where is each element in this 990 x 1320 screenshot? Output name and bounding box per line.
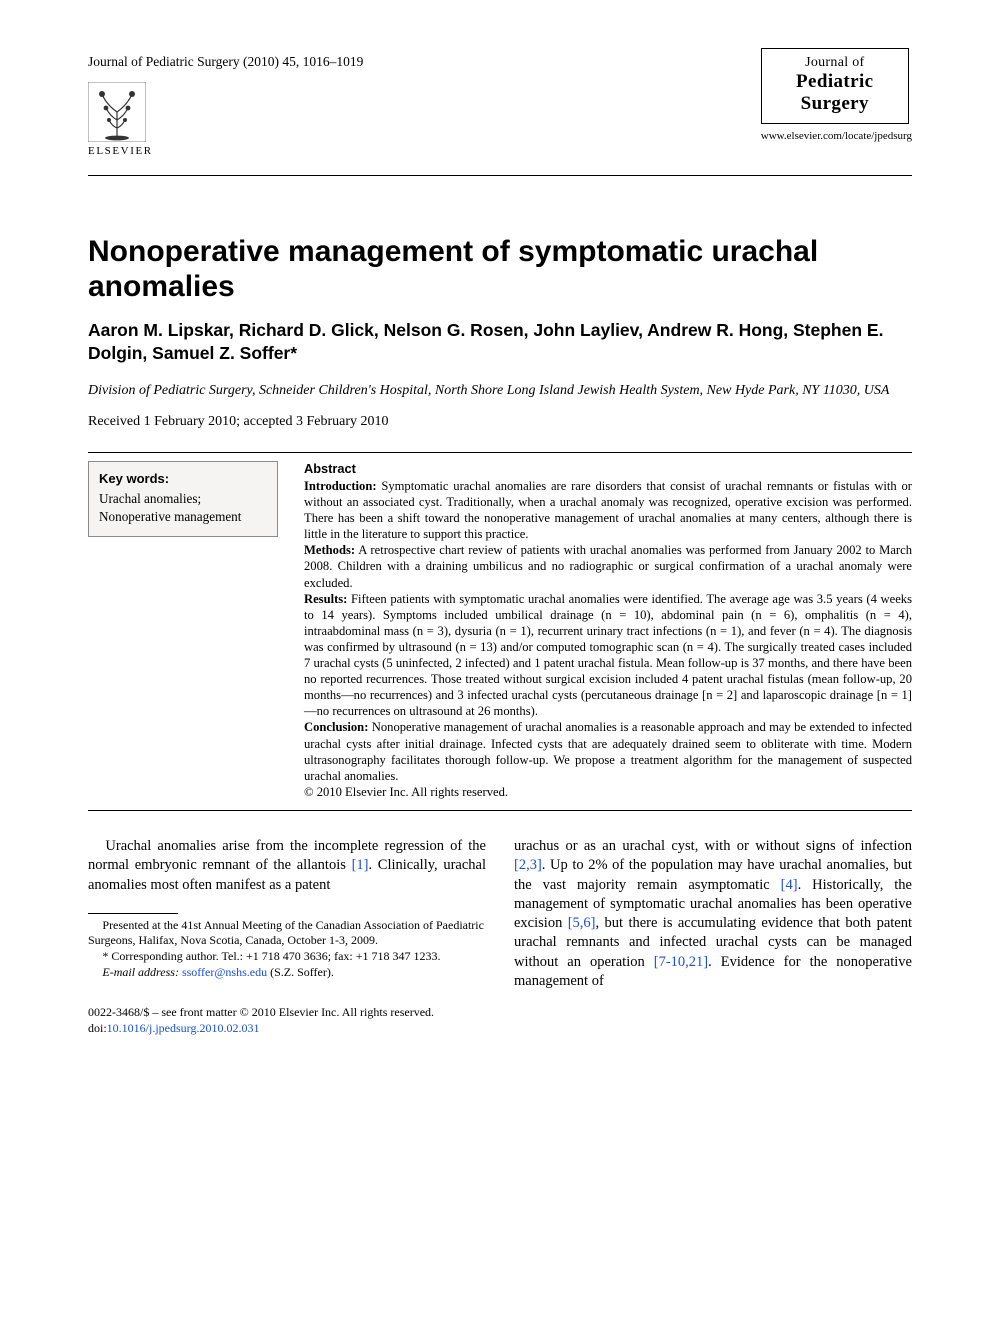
abstract-copyright: © 2010 Elsevier Inc. All rights reserved… [304, 784, 912, 800]
citation-link-1[interactable]: [1] [352, 857, 369, 873]
abstract-intro-text: Symptomatic urachal anomalies are rare d… [304, 479, 912, 541]
body-columns: Urachal anomalies arise from the incompl… [88, 837, 912, 1037]
citation-link-2-3[interactable]: [2,3] [514, 857, 542, 873]
abstract-top-rule [88, 452, 912, 453]
doi-label: doi: [88, 1021, 107, 1035]
front-matter-block: 0022-3468/$ – see front matter © 2010 El… [88, 1004, 486, 1036]
footnote-presented: Presented at the 41st Annual Meeting of … [88, 918, 486, 949]
article-authors: Aaron M. Lipskar, Richard D. Glick, Nels… [88, 319, 912, 365]
abstract-methods: Methods: A retrospective chart review of… [304, 542, 912, 590]
article-affiliation: Division of Pediatric Surgery, Schneider… [88, 382, 912, 400]
abstract-introduction: Introduction: Symptomatic urachal anomal… [304, 478, 912, 542]
publisher-logo: ELSEVIER [88, 82, 363, 157]
abstract-heading: Abstract [304, 461, 912, 477]
footnote-email-link[interactable]: ssoffer@nshs.edu [182, 965, 267, 979]
citation-link-4[interactable]: [4] [781, 877, 798, 893]
journal-title-box: Journal of Pediatric Surgery [761, 48, 909, 124]
footnote-email-label: E-mail address: [102, 965, 182, 979]
abstract-results: Results: Fifteen patients with symptomat… [304, 591, 912, 720]
abstract-results-text: Fifteen patients with symptomatic uracha… [304, 592, 912, 719]
footnote-rule [88, 913, 178, 914]
elsevier-tree-icon [88, 82, 146, 142]
abstract-intro-label: Introduction: [304, 479, 377, 493]
front-matter-text: 0022-3468/$ – see front matter © 2010 El… [88, 1004, 486, 1020]
abstract-body: Abstract Introduction: Symptomatic urach… [304, 461, 912, 800]
abstract-grid: Key words: Urachal anomalies; Nonoperati… [88, 461, 912, 800]
footnote-email-tail: (S.Z. Soffer). [267, 965, 334, 979]
abstract-bottom-rule [88, 810, 912, 811]
abstract-conclusion-text: Nonoperative management of urachal anoma… [304, 720, 912, 782]
page-header: Journal of Pediatric Surgery (2010) 45, … [88, 48, 912, 167]
citation-link-5-6[interactable]: [5,6] [568, 915, 596, 931]
footnote-email-line: E-mail address: ssoffer@nshs.edu (S.Z. S… [88, 965, 486, 981]
body-para-left: Urachal anomalies arise from the incompl… [88, 837, 486, 895]
abstract-conclusion: Conclusion: Nonoperative management of u… [304, 719, 912, 783]
body-right-a: urachus or as an urachal cyst, with or w… [514, 838, 912, 854]
journal-box-line3: Surgery [766, 93, 904, 115]
header-rule [88, 175, 912, 176]
page-root: Journal of Pediatric Surgery (2010) 45, … [0, 0, 990, 1320]
header-right: Journal of Pediatric Surgery www.elsevie… [761, 48, 912, 142]
journal-locator-url[interactable]: www.elsevier.com/locate/jpedsurg [761, 130, 912, 142]
header-left: Journal of Pediatric Surgery (2010) 45, … [88, 48, 363, 167]
keywords-heading: Key words: [99, 470, 267, 488]
publisher-name: ELSEVIER [88, 145, 363, 157]
citation-link-7-10-21[interactable]: [7-10,21] [654, 954, 708, 970]
journal-box-line2: Pediatric [766, 71, 904, 93]
journal-box-line1: Journal of [766, 55, 904, 71]
footnotes-block: Presented at the 41st Annual Meeting of … [88, 913, 486, 980]
doi-link[interactable]: 10.1016/j.jpedsurg.2010.02.031 [107, 1021, 260, 1035]
journal-citation: Journal of Pediatric Surgery (2010) 45, … [88, 48, 363, 70]
article-title: Nonoperative management of symptomatic u… [88, 234, 912, 305]
abstract-conclusion-label: Conclusion: [304, 720, 368, 734]
abstract-results-label: Results: [304, 592, 347, 606]
keywords-items: Urachal anomalies; Nonoperative manageme… [99, 490, 267, 526]
keywords-box: Key words: Urachal anomalies; Nonoperati… [88, 461, 278, 536]
doi-line: doi:10.1016/j.jpedsurg.2010.02.031 [88, 1020, 486, 1036]
body-para-right: urachus or as an urachal cyst, with or w… [514, 837, 912, 991]
footnote-corresponding: * Corresponding author. Tel.: +1 718 470… [88, 949, 486, 965]
abstract-methods-text: A retrospective chart review of patients… [304, 543, 912, 589]
article-dates: Received 1 February 2010; accepted 3 Feb… [88, 414, 912, 430]
abstract-methods-label: Methods: [304, 543, 355, 557]
